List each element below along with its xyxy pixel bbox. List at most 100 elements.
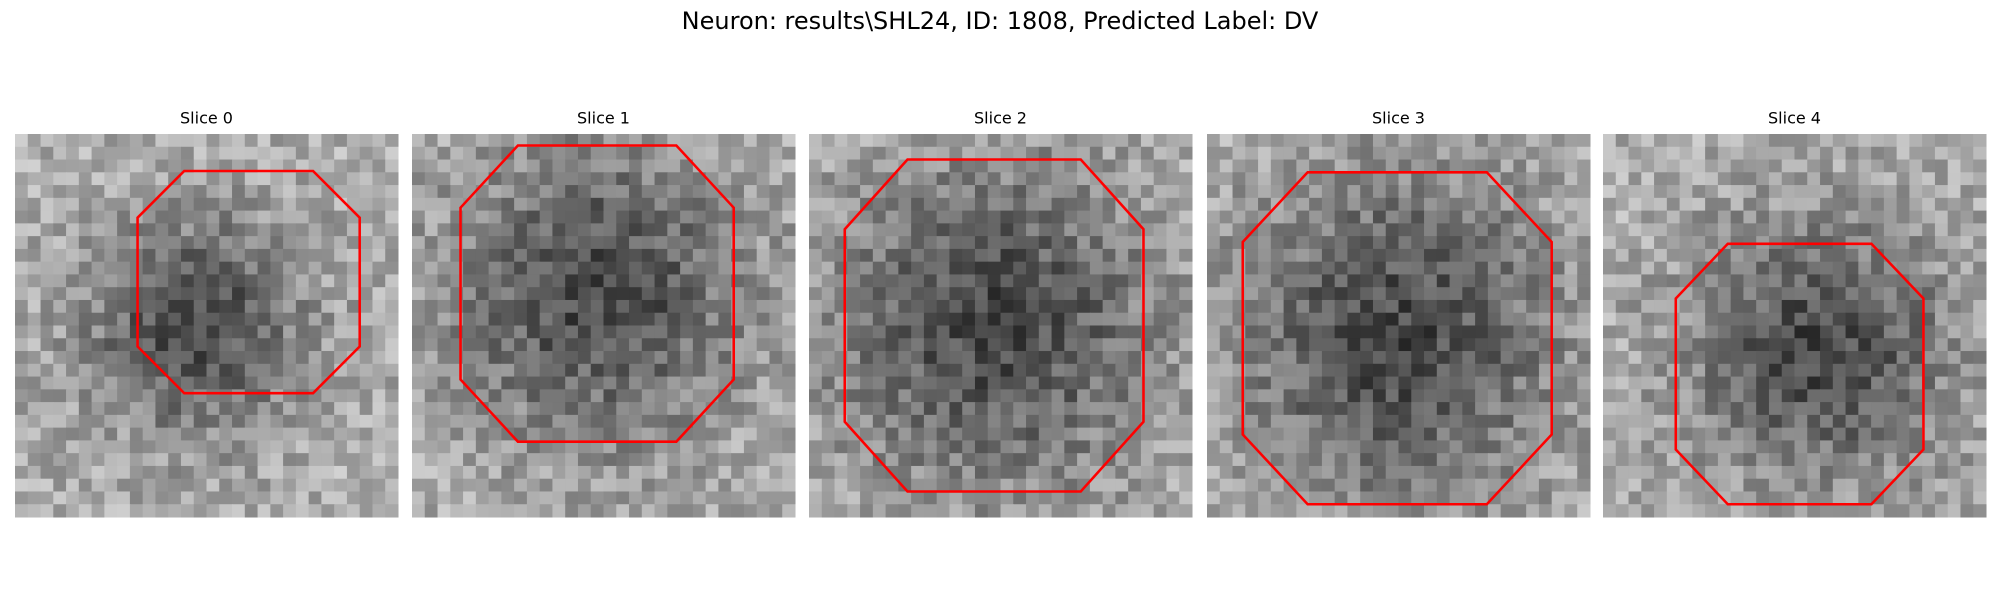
pixel <box>424 197 439 212</box>
pixel <box>1013 223 1027 237</box>
pixel <box>1705 427 1719 441</box>
pixel <box>1219 325 1234 339</box>
pixel <box>117 312 131 327</box>
pixel <box>475 134 490 148</box>
pixel <box>1666 338 1681 352</box>
pixel <box>847 427 861 441</box>
pixel <box>629 146 643 161</box>
pixel <box>244 261 259 275</box>
pixel <box>743 223 758 237</box>
pixel <box>552 338 566 352</box>
pixel <box>372 210 386 224</box>
pixel <box>53 210 67 224</box>
pixel <box>936 338 950 352</box>
pixel <box>385 274 399 288</box>
pixel <box>270 261 284 275</box>
pixel <box>437 325 451 339</box>
pixel <box>1820 504 1834 518</box>
pixel <box>1077 159 1091 173</box>
pixel <box>898 197 912 212</box>
pixel <box>718 146 732 161</box>
pixel <box>53 478 67 492</box>
pixel <box>1207 376 1221 390</box>
pixel <box>1973 261 1987 275</box>
pixel <box>1102 414 1116 429</box>
pixel <box>616 414 630 429</box>
pixel <box>1207 427 1221 441</box>
pixel <box>53 261 67 275</box>
pixel <box>1385 236 1400 250</box>
pixel <box>1334 504 1348 518</box>
pixel <box>1038 363 1053 378</box>
pixel <box>1385 197 1400 212</box>
pixel <box>1309 338 1323 352</box>
pixel <box>1934 389 1949 403</box>
pixel <box>1692 274 1706 288</box>
pixel <box>1258 299 1272 314</box>
pixel <box>667 312 681 327</box>
pixel <box>1756 146 1770 161</box>
pixel <box>731 146 745 161</box>
pixel <box>168 287 182 301</box>
pixel <box>1832 185 1847 199</box>
pixel <box>206 236 220 250</box>
pixel <box>1768 389 1783 403</box>
pixel <box>450 504 464 518</box>
pixel <box>1270 491 1285 505</box>
pixel <box>1960 376 1974 390</box>
pixel <box>334 465 348 480</box>
pixel <box>1883 363 1898 378</box>
pixel <box>1871 414 1885 429</box>
pixel <box>718 210 732 224</box>
pixel <box>1462 440 1476 454</box>
pixel <box>488 146 502 161</box>
pixel <box>680 504 694 518</box>
pixel <box>1615 338 1630 352</box>
pixel <box>1064 134 1078 148</box>
pixel <box>424 389 439 403</box>
pixel <box>437 351 451 365</box>
pixel <box>1140 172 1155 186</box>
pixel <box>1013 376 1027 390</box>
pixel <box>1909 248 1923 263</box>
pixel <box>1334 312 1348 327</box>
pixel <box>514 159 528 173</box>
pixel <box>680 248 694 263</box>
pixel <box>731 159 745 173</box>
pixel <box>821 248 836 263</box>
pixel <box>1000 338 1014 352</box>
pixel <box>117 325 131 339</box>
pixel <box>1372 134 1387 148</box>
pixel <box>1564 312 1578 327</box>
pixel <box>1896 376 1910 390</box>
pixel <box>117 376 131 390</box>
pixel <box>206 338 220 352</box>
pixel <box>1564 427 1578 441</box>
pixel <box>743 491 758 505</box>
pixel <box>1577 338 1591 352</box>
pixel <box>1245 453 1259 467</box>
pixel <box>641 325 656 339</box>
pixel <box>15 453 29 467</box>
pixel <box>923 504 938 518</box>
pixel <box>1051 376 1065 390</box>
pixel <box>1013 159 1027 173</box>
pixel <box>359 236 373 250</box>
pixel <box>756 402 770 416</box>
pixel <box>603 274 617 288</box>
pixel <box>155 504 169 518</box>
pixel <box>1385 389 1400 403</box>
pixel <box>334 287 348 301</box>
pixel <box>552 402 566 416</box>
pixel <box>1475 134 1489 148</box>
pixel <box>1577 236 1591 250</box>
pixel <box>718 363 732 378</box>
pixel <box>629 299 643 314</box>
pixel <box>1296 236 1310 250</box>
pixel <box>962 325 976 339</box>
pixel <box>680 351 694 365</box>
pixel <box>1258 172 1272 186</box>
pixel <box>1654 414 1668 429</box>
pixel <box>1449 363 1463 378</box>
pixel <box>834 427 848 441</box>
